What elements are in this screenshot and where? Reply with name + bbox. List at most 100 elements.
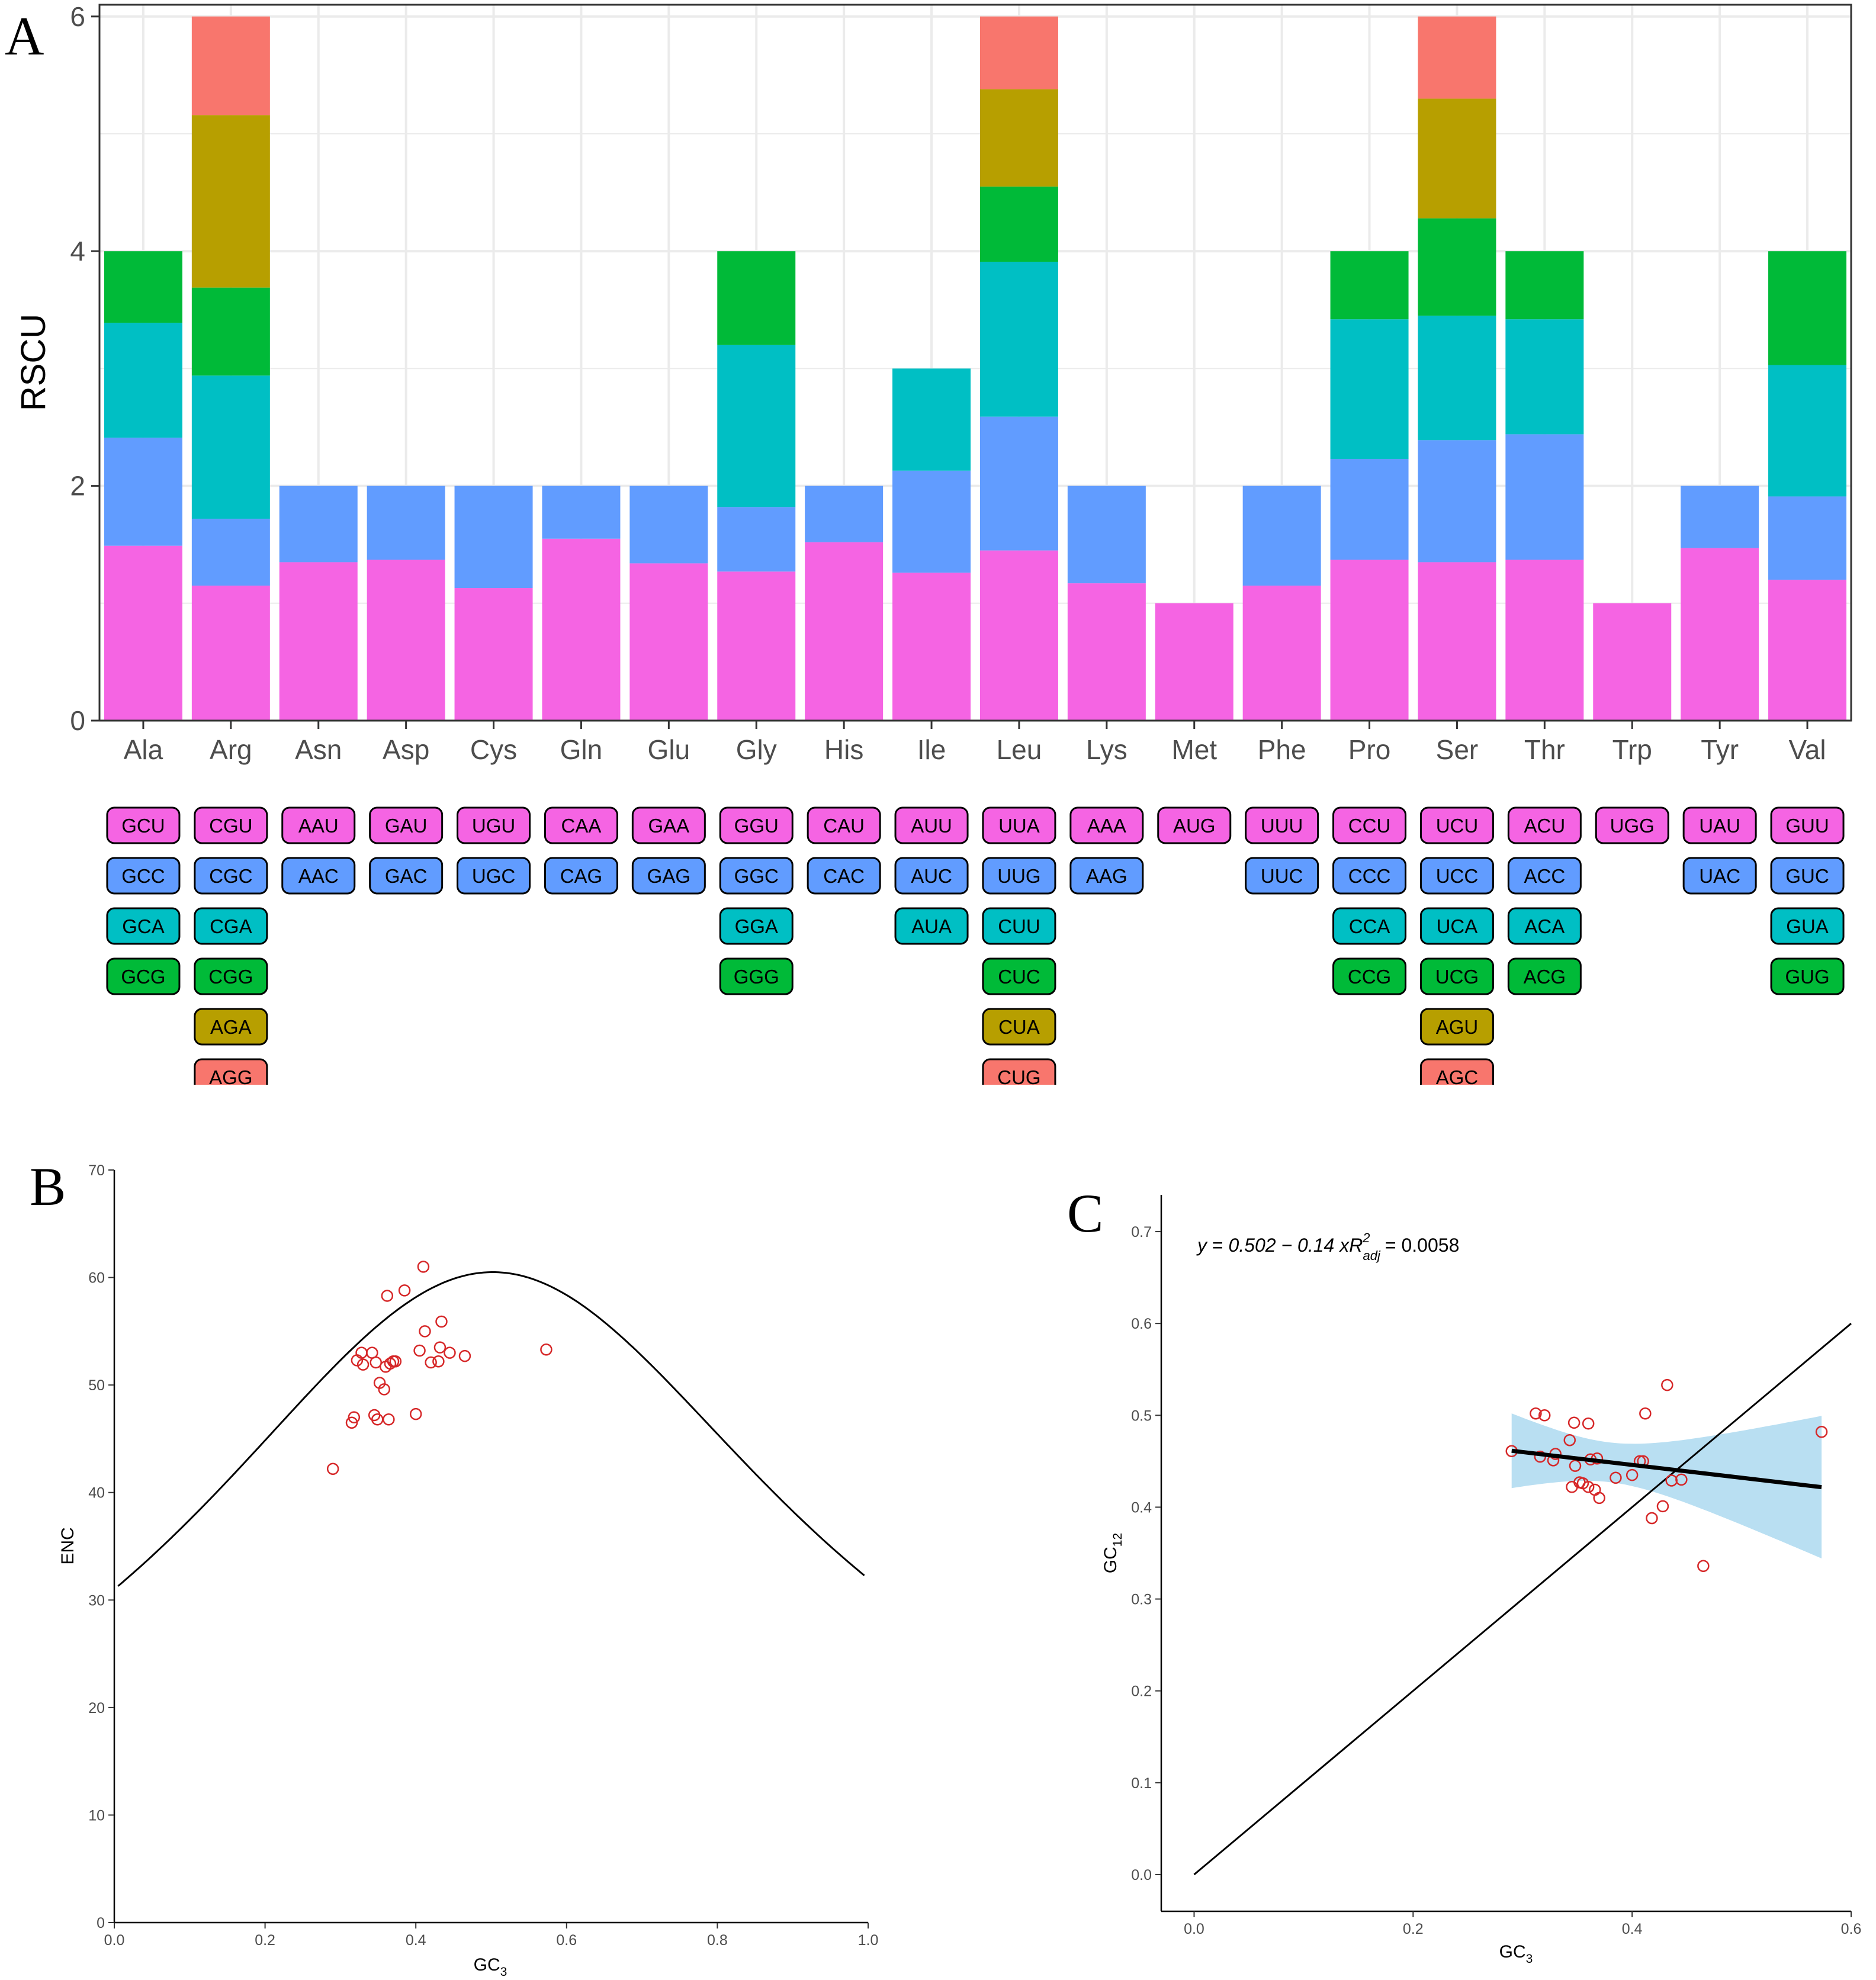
rscu-plot-border [98, 4, 1852, 722]
rscu-bars [104, 16, 1847, 721]
neutrality-x-tick-label: 0.6 [1841, 1921, 1862, 1937]
enc-y-ticks: 0 10 20 30 40 50 60 70 [88, 1162, 114, 1931]
enc-x-title-sub: 3 [500, 1965, 507, 1979]
codon-label-aau: AAU [298, 815, 339, 837]
r2-label: R [1349, 1235, 1363, 1256]
bar-segment-ccg [1330, 251, 1409, 320]
codon-box-ucu [1419, 806, 1494, 844]
codon-label-ccc: CCC [1348, 865, 1391, 887]
codon-label-cgc: CGC [209, 865, 252, 887]
codon-box-cgu [194, 806, 268, 844]
neutrality-x-tick-label: 0.4 [1622, 1921, 1643, 1937]
bar-segment-aaa [1067, 583, 1146, 721]
equation-equals: = [1207, 1235, 1228, 1256]
bar-segment-caa [542, 538, 621, 721]
codon-box-ccu [1332, 806, 1407, 844]
neutrality-y-tick-label: 0.6 [1131, 1316, 1152, 1332]
bar-segment-uac [1681, 486, 1759, 548]
codon-label-gcc: GCC [121, 865, 165, 887]
codon-label-gga: GGA [735, 915, 778, 937]
amino-acid-label: Arg [210, 734, 252, 765]
codon-box-cca [1332, 907, 1407, 945]
codon-label-guc: GUC [1785, 865, 1829, 887]
bar-segment-agg [191, 16, 270, 115]
codon-box-auc [894, 857, 969, 895]
codon-box-gau [369, 806, 444, 844]
enc-x-tick-label: 0.0 [104, 1932, 125, 1949]
bar-segment-ugu [454, 588, 533, 721]
codon-box-gac [369, 857, 444, 895]
codon-label-uua: UUA [998, 815, 1040, 837]
bar-segment-auc [892, 470, 971, 573]
enc-point [432, 1355, 445, 1368]
bar-segment-acg [1505, 251, 1584, 320]
codon-label-caa: CAA [561, 815, 602, 837]
codon-legend-boxes: GCU GCC GCA GCG CGU CGC CGA CGG AGA AGG AAU AAC GAU G… [106, 806, 1845, 1085]
enc-point [381, 1290, 394, 1302]
enc-x-title-main: GC [474, 1955, 500, 1975]
neutrality-plot: 0.0 0.1 0.2 0.3 0.4 0.5 0.6 0.7 0.0 0.2 0.4 0.6 y … [1101, 1195, 1861, 1966]
codon-label-cga: CGA [210, 915, 252, 937]
codon-label-gug: GUG [1785, 966, 1829, 988]
codon-box-guc [1770, 857, 1845, 895]
codon-label-cuu: CUU [998, 915, 1040, 937]
enc-point [345, 1416, 358, 1429]
enc-y-tick-label: 40 [88, 1485, 105, 1502]
codon-box-aga [194, 1008, 268, 1046]
codon-label-acu: ACU [1524, 815, 1566, 837]
enc-point [444, 1346, 456, 1359]
enc-y-tick-label: 0 [97, 1915, 105, 1931]
codon-label-acg: ACG [1524, 966, 1566, 988]
codon-label-cgu: CGU [209, 815, 252, 837]
bar-segment-gcu [104, 545, 182, 721]
neutrality-point [1639, 1407, 1652, 1420]
codon-label-ccu: CCU [1348, 815, 1391, 837]
bar-segment-aag [1067, 486, 1146, 584]
codon-box-auu [894, 806, 969, 844]
codon-box-cgc [194, 857, 268, 895]
rscu-y-axis-title: RSCU [14, 314, 53, 411]
codon-box-ccg [1332, 957, 1407, 995]
enc-points [326, 1261, 552, 1476]
bar-segment-ggc [717, 507, 796, 572]
amino-acid-label: Val [1789, 734, 1826, 765]
amino-acid-label: Asn [295, 734, 342, 765]
bar-segment-ucg [1418, 218, 1496, 316]
neutrality-y-ticks: 0.0 0.1 0.2 0.3 0.4 0.5 0.6 0.7 [1131, 1224, 1161, 1883]
neutrality-point [1815, 1425, 1828, 1438]
enc-point [356, 1358, 370, 1371]
codon-label-acc: ACC [1524, 865, 1566, 887]
neutrality-point [1567, 1416, 1581, 1429]
bar-segment-gcg [104, 251, 182, 323]
codon-box-uac [1682, 857, 1757, 895]
bar-segment-aau [279, 562, 358, 721]
enc-point [417, 1261, 430, 1273]
regression-equation: y = 0.502 − 0.14 xR2 adj = 0.0058 [1196, 1230, 1459, 1263]
enc-x-tick-label: 0.8 [707, 1932, 728, 1949]
bar-segment-cau [805, 542, 884, 721]
bar-segment-ugg [1593, 603, 1672, 721]
codon-label-uuu: UUU [1261, 815, 1303, 837]
codon-box-gcu [106, 806, 181, 844]
amino-acid-label: Glu [648, 734, 690, 765]
amino-acid-label: His [824, 734, 863, 765]
amino-acid-label: Ala [124, 734, 163, 765]
equation-lhs: y [1196, 1235, 1208, 1256]
codon-box-aau [281, 806, 356, 844]
neutrality-x-title-sub: 3 [1526, 1952, 1533, 1966]
codon-label-cau: CAU [823, 815, 865, 837]
codon-box-ggu [719, 806, 794, 844]
r2-superscript: 2 [1362, 1230, 1370, 1245]
bar-segment-ucc [1418, 440, 1496, 562]
regression-line [1511, 1448, 1822, 1490]
codon-box-agu [1419, 1008, 1494, 1046]
codon-box-cuu [982, 907, 1056, 945]
enc-point [425, 1356, 437, 1369]
codon-label-gua: GUA [1786, 915, 1829, 937]
rscu-y-tick-label: 6 [70, 1, 85, 32]
rscu-y-tick-label: 2 [70, 471, 85, 502]
amino-acid-label: Gly [736, 734, 777, 765]
codon-box-agg [194, 1058, 268, 1085]
amino-acid-label: Met [1171, 734, 1217, 765]
